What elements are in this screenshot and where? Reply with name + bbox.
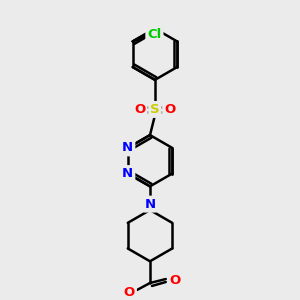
Text: Cl: Cl <box>147 28 161 41</box>
Text: O: O <box>124 286 135 299</box>
Text: N: N <box>122 141 134 154</box>
Text: O: O <box>134 103 146 116</box>
Text: O: O <box>164 103 175 116</box>
Text: S: S <box>150 103 160 116</box>
Text: O: O <box>169 274 180 286</box>
Text: N: N <box>144 198 156 211</box>
Text: N: N <box>122 167 134 180</box>
